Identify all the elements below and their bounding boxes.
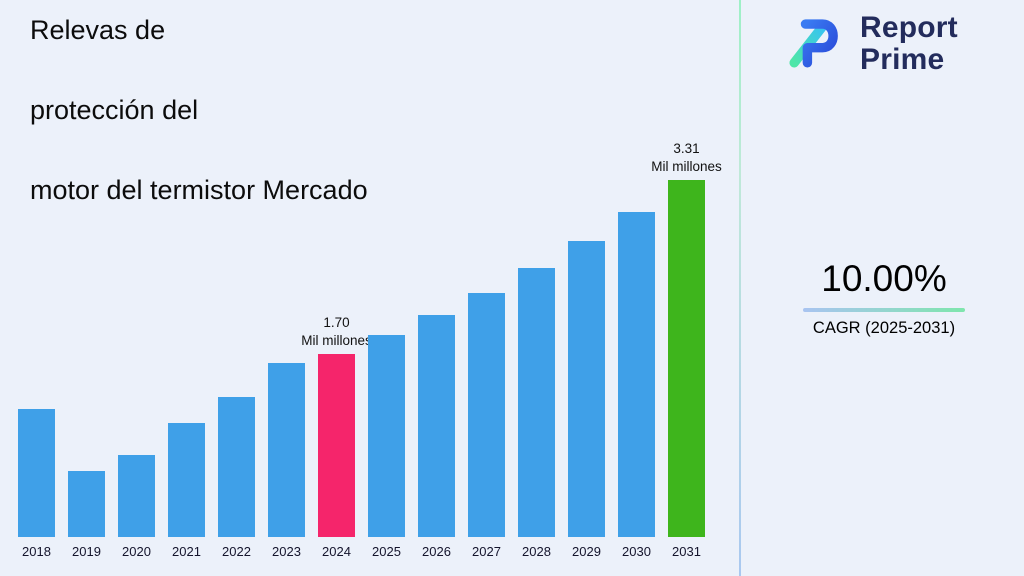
- cagr-label: CAGR (2025-2031): [812, 319, 956, 337]
- bar-2025: [368, 335, 405, 537]
- bar-column-2030: 2030: [618, 180, 655, 559]
- bar-column-2027: 2027: [468, 180, 505, 559]
- bar-2018: [18, 409, 55, 537]
- cagr-panel: 10.00% CAGR (2025-2031): [803, 258, 965, 338]
- bar-2029: [568, 241, 605, 537]
- logo-mark-icon: [780, 13, 848, 76]
- brand-name: Report Prime: [860, 12, 958, 76]
- bar-value-2031: 3.31: [673, 141, 700, 156]
- title-line-2: protección del: [30, 95, 199, 125]
- x-tick-2023: 2023: [272, 544, 301, 559]
- title-line-3: motor del termistor Mercado: [30, 175, 368, 205]
- x-tick-2028: 2028: [522, 544, 551, 559]
- x-tick-2020: 2020: [122, 544, 151, 559]
- bar-2027: [468, 293, 505, 537]
- bar-column-2023: 2023: [268, 180, 305, 559]
- report-prime-logo: Report Prime: [780, 12, 958, 76]
- bar-column-2028: 2028: [518, 180, 555, 559]
- bar-column-2018: 2018: [18, 180, 55, 559]
- bar-column-2024: 1.70 Mil millones 2024: [301, 180, 372, 559]
- x-tick-2018: 2018: [22, 544, 51, 559]
- bar-unit-2024: Mil millones: [301, 333, 372, 348]
- bar-2030: [618, 212, 655, 537]
- brand-name-bottom: Prime: [860, 43, 945, 76]
- bar-2031: 3.31 Mil millones: [651, 141, 722, 537]
- bar-2019: [68, 471, 105, 537]
- x-tick-2031: 2031: [672, 544, 701, 559]
- x-tick-2022: 2022: [222, 544, 251, 559]
- cagr-underline: [803, 308, 965, 312]
- bar-column-2020: 2020: [118, 180, 155, 559]
- bar-2023: [268, 363, 305, 537]
- bar-value-label-2031: 3.31 Mil millones: [634, 140, 740, 176]
- bar-value-label-2024: 1.70 Mil millones: [284, 314, 390, 350]
- bar-2021: [168, 423, 205, 537]
- x-tick-2019: 2019: [72, 544, 101, 559]
- bar-column-2022: 2022: [218, 180, 255, 559]
- bar-column-2025: 2025: [368, 180, 405, 559]
- bar-value-2024: 1.70: [323, 315, 350, 330]
- x-tick-2027: 2027: [472, 544, 501, 559]
- brand-name-top: Report: [860, 11, 958, 44]
- bar-2020: [118, 455, 155, 537]
- bar-2026: [418, 315, 455, 537]
- x-tick-2025: 2025: [372, 544, 401, 559]
- bar-column-2026: 2026: [418, 180, 455, 559]
- bar-column-2029: 2029: [568, 180, 605, 559]
- title-line-1: Relevas de: [30, 15, 166, 45]
- x-tick-2029: 2029: [572, 544, 601, 559]
- page-title: Relevas de protección del motor del term…: [30, 10, 368, 210]
- bar-2024: 1.70 Mil millones: [301, 315, 372, 537]
- bar-column-2019: 2019: [68, 180, 105, 559]
- bar-chart-area: 2018 2019 2020 2021 2022 2023 1.70 Mil millones…: [18, 141, 722, 559]
- x-tick-2024: 2024: [322, 544, 351, 559]
- bar-column-2021: 2021: [168, 180, 205, 559]
- bar-2022: [218, 397, 255, 537]
- x-tick-2026: 2026: [422, 544, 451, 559]
- x-tick-2021: 2021: [172, 544, 201, 559]
- cagr-value: 10.00%: [821, 258, 947, 299]
- bar-column-2031: 3.31 Mil millones 2031: [651, 141, 722, 559]
- bar-unit-2031: Mil millones: [651, 159, 722, 174]
- section-divider: [739, 0, 741, 576]
- x-tick-2030: 2030: [622, 544, 651, 559]
- bar-2028: [518, 268, 555, 537]
